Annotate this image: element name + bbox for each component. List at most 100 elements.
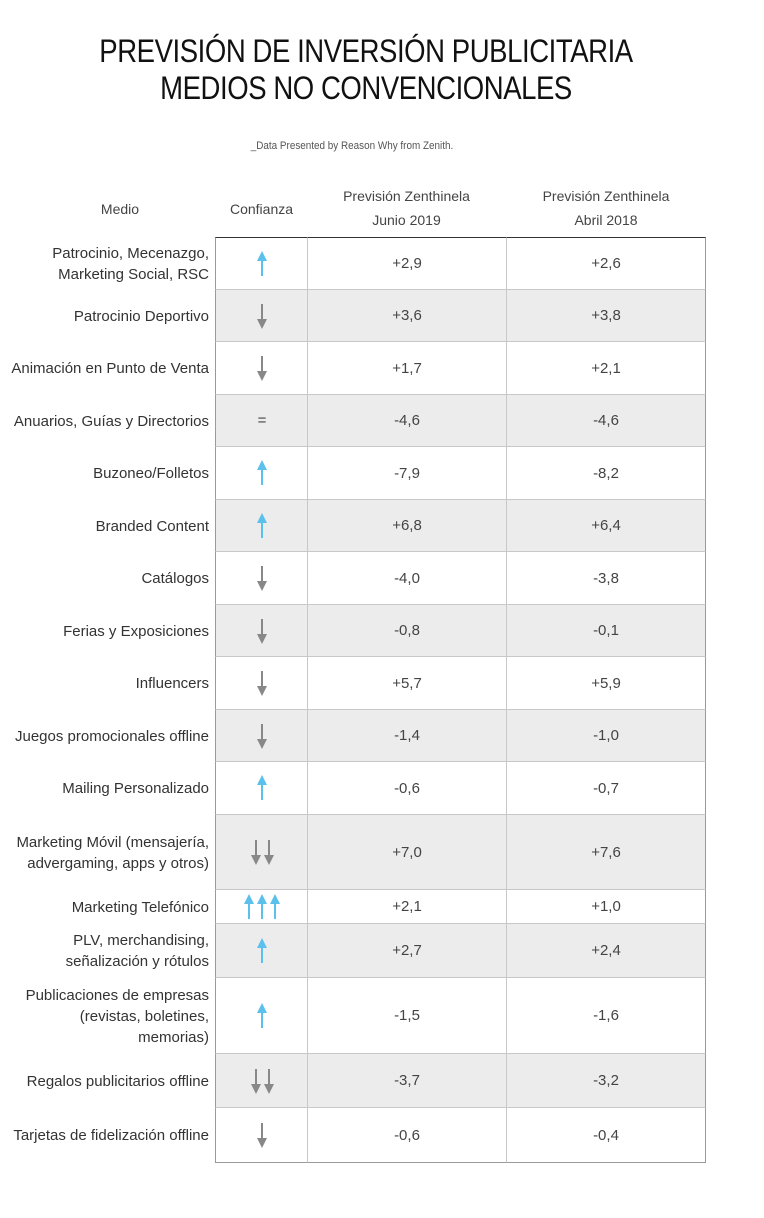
- confianza-arrows: [256, 775, 268, 801]
- abril-value: -8,2: [506, 447, 706, 500]
- confianza-cell: [215, 342, 308, 395]
- medio-label: Buzoneo/Folletos: [93, 465, 209, 482]
- table-row: Anuarios, Guías y Directorios = -4,6 -4,6: [0, 395, 764, 447]
- confianza-arrows: [256, 355, 268, 381]
- title-line-1: PREVISIÓN DE INVERSIÓN PUBLICITARIA: [99, 33, 633, 69]
- confianza-cell: [215, 290, 308, 342]
- confianza-cell: [215, 657, 308, 710]
- confianza-cell: [215, 1108, 308, 1163]
- abril-value: +3,8: [506, 290, 706, 342]
- abril-value: -0,1: [506, 605, 706, 657]
- medio-label: Influencers: [135, 675, 209, 692]
- arrow-up-icon: [257, 250, 267, 276]
- confianza-arrows: [256, 937, 268, 964]
- header-junio-line2: Junio 2019: [372, 212, 441, 228]
- medio-label: Marketing Móvil (mensajería, advergaming…: [16, 833, 209, 872]
- junio-value: +5,7: [307, 657, 506, 710]
- junio-value: +3,6: [307, 290, 506, 342]
- abril-value: -1,0: [506, 710, 706, 762]
- table-row: Marketing Telefónico +2,1 +1,0: [0, 890, 764, 924]
- confianza-arrows: [256, 565, 268, 591]
- arrow-up-icon: [270, 893, 280, 919]
- table-row: Mailing Personalizado -0,6 -0,7: [0, 762, 764, 815]
- confianza-arrows: [256, 250, 268, 277]
- table-row: Catálogos -4,0 -3,8: [0, 552, 764, 605]
- confianza-cell: [215, 762, 308, 815]
- arrow-up-icon: [257, 512, 267, 538]
- forecast-table: Patrocinio, Mecenazgo, Marketing Social,…: [0, 237, 764, 1163]
- abril-value: -3,8: [506, 552, 706, 605]
- junio-value: -4,6: [307, 395, 506, 447]
- abril-value: +1,0: [506, 890, 706, 924]
- abril-value: +6,4: [506, 500, 706, 552]
- table-row: Patrocinio, Mecenazgo, Marketing Social,…: [0, 237, 764, 290]
- junio-value: -7,9: [307, 447, 506, 500]
- arrow-down-icon: [257, 618, 267, 644]
- confianza-cell: [215, 552, 308, 605]
- medio-label: Patrocinio, Mecenazgo, Marketing Social,…: [52, 244, 209, 283]
- medio-label: Publicaciones de empresas (revistas, bol…: [25, 986, 209, 1046]
- junio-value: +7,0: [307, 815, 506, 890]
- table-row: Branded Content +6,8 +6,4: [0, 500, 764, 552]
- abril-value: -0,7: [506, 762, 706, 815]
- confianza-arrows: [250, 1068, 275, 1094]
- confianza-arrows: [250, 839, 275, 865]
- header-junio: Previsión Zenthinela Junio 2019: [307, 184, 506, 232]
- medio-label: Mailing Personalizado: [62, 780, 209, 797]
- abril-value: -4,6: [506, 395, 706, 447]
- header-abril: Previsión Zenthinela Abril 2018: [506, 184, 706, 232]
- junio-value: -4,0: [307, 552, 506, 605]
- table-row: Patrocinio Deportivo +3,6 +3,8: [0, 290, 764, 342]
- confianza-cell: [215, 447, 308, 500]
- junio-value: -1,4: [307, 710, 506, 762]
- confianza-arrows: [256, 670, 268, 696]
- arrow-down-icon: [257, 303, 267, 329]
- confianza-arrows: [256, 303, 268, 329]
- arrow-down-icon: [257, 356, 267, 381]
- confianza-arrows: [256, 723, 268, 749]
- abril-value: +5,9: [506, 657, 706, 710]
- confianza-arrows: [256, 618, 268, 644]
- table-row: Influencers +5,7 +5,9: [0, 657, 764, 710]
- confianza-arrows: [256, 512, 268, 539]
- junio-value: +2,7: [307, 924, 506, 978]
- source-note: _Data Presented by Reason Why from Zenit…: [250, 140, 454, 152]
- table-row: Buzoneo/Folletos -7,9 -8,2: [0, 447, 764, 500]
- junio-value: +6,8: [307, 500, 506, 552]
- arrow-up-icon: [257, 1002, 267, 1028]
- confianza-cell: [215, 890, 308, 924]
- confianza-cell: [215, 924, 308, 978]
- medio-label: Regalos publicitarios offline: [26, 1072, 209, 1090]
- abril-value: -0,4: [506, 1108, 706, 1163]
- medio-label: Tarjetas de fidelización offline: [13, 1127, 209, 1144]
- arrow-down-icon: [263, 1068, 274, 1094]
- table-row: PLV, merchandising, señalización y rótul…: [0, 924, 764, 978]
- arrow-down-icon: [250, 840, 261, 865]
- header-medio: Medio: [100, 201, 140, 217]
- header-confianza: Confianza: [229, 201, 294, 217]
- confianza-cell: =: [215, 395, 308, 447]
- confianza-arrows: [256, 1122, 268, 1148]
- arrow-down-icon: [257, 723, 267, 749]
- arrow-up-icon: [257, 460, 267, 485]
- junio-value: +2,1: [307, 890, 506, 924]
- confianza-arrows: [256, 460, 268, 486]
- junio-value: +1,7: [307, 342, 506, 395]
- arrow-up-icon: [244, 893, 254, 919]
- table-row: Tarjetas de fidelización offline -0,6 -0,4: [0, 1108, 764, 1163]
- medio-label: Animación en Punto de Venta: [11, 360, 209, 377]
- medio-label: Juegos promocionales offline: [14, 727, 209, 745]
- table-row: Publicaciones de empresas (revistas, bol…: [0, 978, 764, 1054]
- medio-label: Anuarios, Guías y Directorios: [13, 412, 209, 430]
- medio-label: PLV, merchandising, señalización y rótul…: [65, 932, 209, 970]
- arrow-up-icon: [257, 775, 267, 800]
- confianza-cell: [215, 500, 308, 552]
- abril-value: -1,6: [506, 978, 706, 1054]
- arrow-down-icon: [250, 1068, 261, 1094]
- medio-label: Patrocinio Deportivo: [73, 307, 209, 325]
- junio-value: -0,6: [307, 1108, 506, 1163]
- table-row: Marketing Móvil (mensajería, advergaming…: [0, 815, 764, 890]
- medio-label: Marketing Telefónico: [71, 898, 209, 916]
- confianza-arrows: [256, 1002, 268, 1029]
- equal-icon: =: [257, 412, 267, 429]
